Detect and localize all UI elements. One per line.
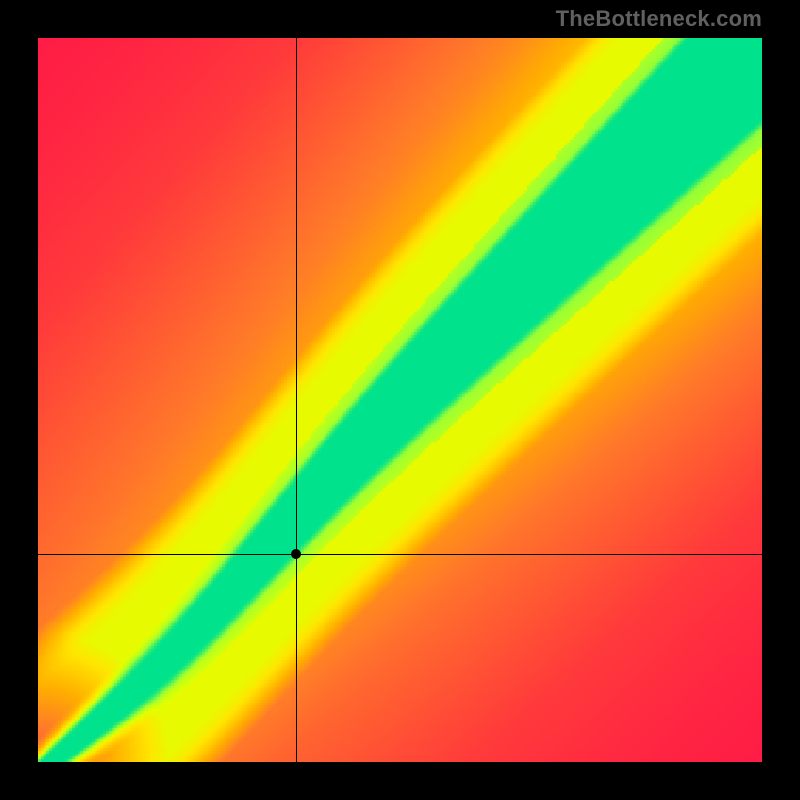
bottleneck-heatmap <box>38 38 762 762</box>
crosshair-horizontal <box>38 554 762 555</box>
chart-stage: TheBottleneck.com <box>0 0 800 800</box>
crosshair-vertical <box>296 38 297 762</box>
watermark-text: TheBottleneck.com <box>556 6 762 32</box>
